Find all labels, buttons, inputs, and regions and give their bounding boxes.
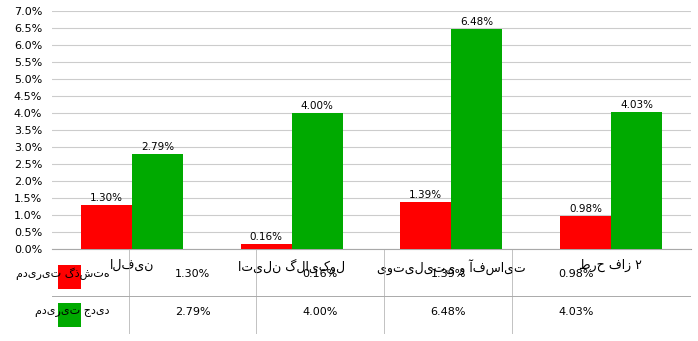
FancyBboxPatch shape bbox=[58, 303, 81, 327]
Bar bbox=[292, 113, 343, 249]
Text: 4.00%: 4.00% bbox=[301, 101, 334, 111]
Text: 0.16%: 0.16% bbox=[250, 232, 283, 242]
Text: 1.39%: 1.39% bbox=[431, 269, 466, 279]
Bar bbox=[241, 243, 292, 249]
Text: 2.79%: 2.79% bbox=[141, 143, 174, 152]
Bar bbox=[400, 202, 452, 249]
Bar bbox=[560, 216, 611, 249]
Text: 2.79%: 2.79% bbox=[174, 307, 210, 317]
Text: 6.48%: 6.48% bbox=[431, 307, 466, 317]
Text: 0.16%: 0.16% bbox=[303, 269, 338, 279]
Text: 0.98%: 0.98% bbox=[569, 204, 602, 214]
Text: 0.98%: 0.98% bbox=[558, 269, 594, 279]
Text: مدیریت گذشته: مدیریت گذشته bbox=[16, 267, 110, 280]
Text: 1.30%: 1.30% bbox=[90, 193, 123, 203]
Text: 4.03%: 4.03% bbox=[620, 100, 653, 110]
Text: مدیریت جدید: مدیریت جدید bbox=[35, 307, 110, 317]
Bar bbox=[132, 154, 183, 249]
Text: 6.48%: 6.48% bbox=[460, 17, 493, 27]
Text: 1.39%: 1.39% bbox=[409, 190, 443, 200]
Text: 4.03%: 4.03% bbox=[558, 307, 594, 317]
Bar bbox=[81, 205, 132, 249]
FancyBboxPatch shape bbox=[58, 265, 81, 289]
Bar bbox=[611, 112, 662, 249]
Text: 1.30%: 1.30% bbox=[175, 269, 210, 279]
Text: 4.00%: 4.00% bbox=[303, 307, 338, 317]
Bar bbox=[452, 29, 503, 249]
